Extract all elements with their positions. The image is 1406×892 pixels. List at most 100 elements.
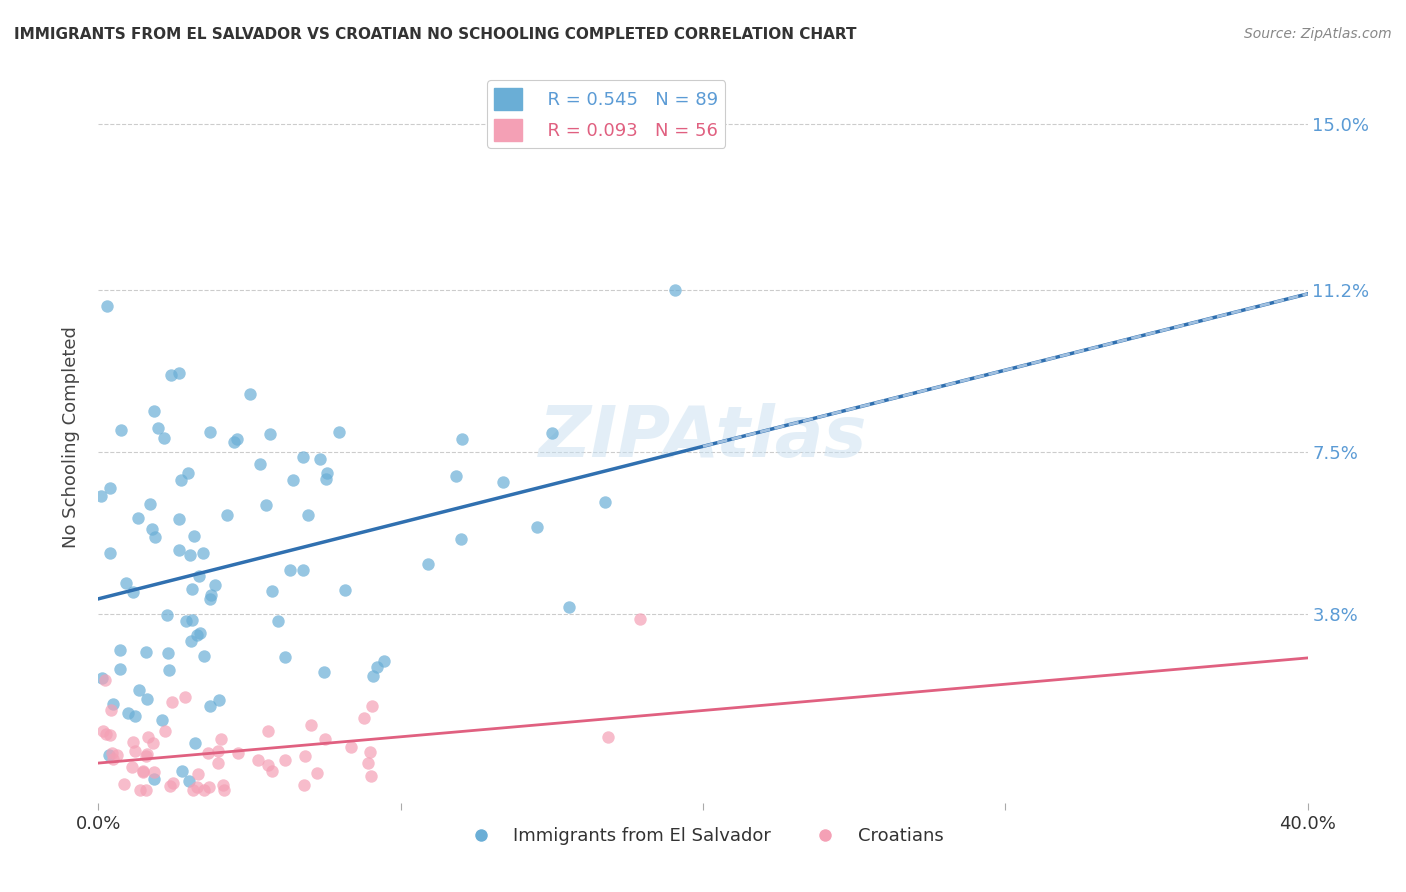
Point <box>193 649 215 664</box>
Point <box>360 698 382 713</box>
Point <box>143 764 166 779</box>
Point <box>170 473 193 487</box>
Point <box>256 757 278 772</box>
Point <box>101 746 124 760</box>
Point <box>260 764 283 778</box>
Point <box>492 475 515 489</box>
Point <box>273 753 295 767</box>
Point <box>664 284 686 298</box>
Point <box>280 563 302 577</box>
Point <box>204 577 226 591</box>
Point <box>141 522 163 536</box>
Point <box>246 753 269 767</box>
Point <box>136 692 159 706</box>
Point <box>333 582 356 597</box>
Point <box>186 628 208 642</box>
Point <box>139 497 162 511</box>
Text: ZIPAtlas: ZIPAtlas <box>538 402 868 472</box>
Point <box>281 474 304 488</box>
Point <box>135 645 157 659</box>
Point <box>259 427 281 442</box>
Point <box>357 756 380 770</box>
Point <box>94 726 117 740</box>
Point <box>117 706 139 721</box>
Point <box>212 778 235 792</box>
Point <box>267 614 290 628</box>
Point <box>187 766 209 780</box>
Point <box>308 451 330 466</box>
Point <box>198 425 221 440</box>
Point <box>121 735 143 749</box>
Point <box>114 576 136 591</box>
Point <box>315 472 337 486</box>
Point <box>366 660 388 674</box>
Point <box>209 732 232 747</box>
Point <box>98 728 121 742</box>
Point <box>128 682 150 697</box>
Point <box>157 664 180 678</box>
Point <box>628 612 651 626</box>
Point <box>94 673 117 687</box>
Point <box>526 519 548 533</box>
Point <box>150 713 173 727</box>
Point <box>340 740 363 755</box>
Point <box>179 773 201 788</box>
Point <box>226 432 249 446</box>
Point <box>180 633 202 648</box>
Point <box>305 766 328 780</box>
Point <box>135 749 157 764</box>
Point <box>184 736 207 750</box>
Point <box>146 420 169 434</box>
Point <box>328 425 350 439</box>
Point <box>145 530 167 544</box>
Point <box>314 732 336 747</box>
Point <box>143 404 166 418</box>
Point <box>159 779 181 793</box>
Point <box>127 511 149 525</box>
Point <box>91 671 114 685</box>
Point <box>124 709 146 723</box>
Point <box>249 457 271 471</box>
Point <box>108 662 131 676</box>
Point <box>112 776 135 790</box>
Point <box>183 529 205 543</box>
Point <box>180 582 202 596</box>
Point <box>316 466 339 480</box>
Text: IMMIGRANTS FROM EL SALVADOR VS CROATIAN NO SCHOOLING COMPLETED CORRELATION CHART: IMMIGRANTS FROM EL SALVADOR VS CROATIAN … <box>14 27 856 42</box>
Point <box>207 743 229 757</box>
Point <box>596 731 619 745</box>
Point <box>257 723 280 738</box>
Point <box>260 583 283 598</box>
Point <box>128 782 150 797</box>
Point <box>450 532 472 546</box>
Point <box>593 495 616 509</box>
Point <box>107 747 129 762</box>
Point <box>312 665 335 680</box>
Point <box>100 703 122 717</box>
Y-axis label: No Schooling Completed: No Schooling Completed <box>62 326 80 548</box>
Point <box>207 756 229 770</box>
Point <box>540 425 562 440</box>
Point <box>224 435 246 450</box>
Point <box>446 468 468 483</box>
Point <box>157 646 180 660</box>
Point <box>174 615 197 629</box>
Point <box>215 508 238 522</box>
Point <box>181 782 204 797</box>
Point <box>186 780 208 795</box>
Point <box>200 699 222 714</box>
Point <box>91 723 114 738</box>
Point <box>177 466 200 480</box>
Point <box>96 299 118 313</box>
Point <box>142 736 165 750</box>
Legend: Immigrants from El Salvador, Croatians: Immigrants from El Salvador, Croatians <box>456 820 950 852</box>
Point <box>156 607 179 622</box>
Point <box>167 367 190 381</box>
Point <box>179 549 201 563</box>
Point <box>254 498 277 512</box>
Point <box>172 764 194 778</box>
Point <box>373 654 395 668</box>
Point <box>299 718 322 732</box>
Point <box>363 668 385 682</box>
Point <box>98 546 121 560</box>
